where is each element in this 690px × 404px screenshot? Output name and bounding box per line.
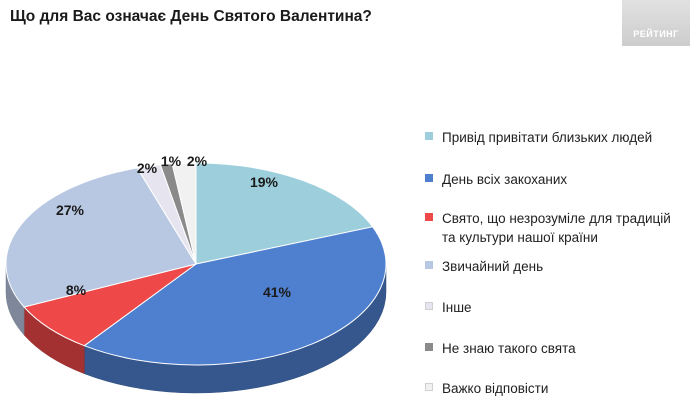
legend-label: Звичайний день bbox=[442, 259, 544, 274]
legend-label: День всіх закоханих bbox=[442, 172, 568, 187]
pie-slice-label-6: 2% bbox=[187, 153, 208, 169]
page-title: Що для Вас означає День Святого Валентин… bbox=[10, 8, 372, 25]
logo-text: РЕЙТИНГ bbox=[633, 29, 679, 39]
pie-slice-label-0: 19% bbox=[250, 174, 279, 190]
pie-tops bbox=[5, 162, 387, 366]
pie-labels: 19%41%8%27%2% 1% 2% bbox=[56, 153, 292, 300]
pie-slice-label-4: 2% bbox=[137, 160, 158, 176]
legend-swatch bbox=[425, 213, 433, 221]
pie-slice-label-3: 27% bbox=[56, 202, 85, 218]
legend-label: Свято, що незрозуміле для традицій та ку… bbox=[442, 211, 671, 245]
legend-swatch bbox=[425, 343, 433, 351]
legend-label: Важко відповісти bbox=[442, 381, 549, 396]
pie-slice-0 bbox=[195, 162, 374, 265]
legend-swatch bbox=[425, 132, 433, 140]
legend-label: Не знаю такого свята bbox=[442, 341, 576, 356]
legend-swatch bbox=[425, 174, 433, 182]
pie-slice-label-2: 8% bbox=[66, 282, 87, 298]
pie-slice-6 bbox=[171, 162, 197, 265]
legend-label: Привід привітати близьких людей bbox=[442, 130, 653, 145]
legend-swatch bbox=[425, 383, 433, 391]
pie-slice-2 bbox=[23, 263, 197, 347]
legend-swatch bbox=[425, 302, 433, 310]
rating-logo: РЕЙТИНГ bbox=[622, 0, 690, 46]
pie-slice-3 bbox=[5, 167, 197, 308]
legend-swatch bbox=[425, 261, 433, 269]
pie-slice-1 bbox=[83, 226, 387, 366]
pie-slice-label-5: 1% bbox=[161, 153, 182, 169]
legend-label: Інше bbox=[442, 300, 472, 315]
pie-chart: 19%41%8%27%2% 1% 2% bbox=[5, 153, 387, 394]
pie-slice-label-1: 41% bbox=[263, 284, 292, 300]
